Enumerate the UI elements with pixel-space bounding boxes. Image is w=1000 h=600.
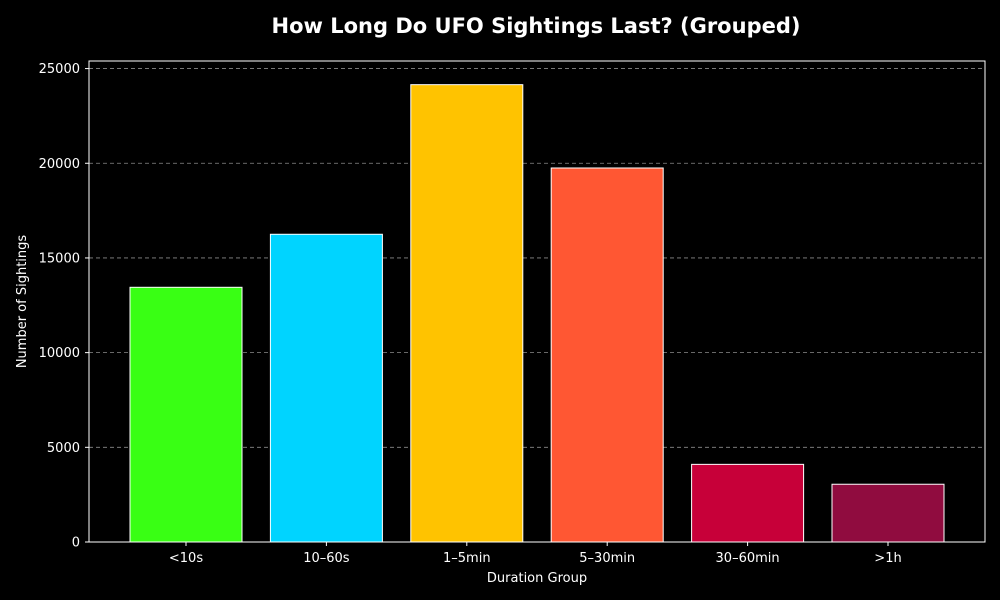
x-tick-label: <10s	[169, 551, 203, 566]
bar-3	[550, 167, 664, 543]
y-tick-label: 20000	[39, 157, 80, 172]
bar-5	[831, 483, 945, 543]
x-tick-label: 5–30min	[579, 551, 635, 566]
x-tick-label: 30–60min	[716, 551, 780, 566]
bar-0	[129, 286, 243, 543]
plot-frame	[88, 60, 986, 543]
y-tick-label: 5000	[47, 441, 80, 456]
y-tick-label: 25000	[39, 62, 80, 77]
y-tick-label: 10000	[39, 346, 80, 361]
y-tick-label: 0	[72, 536, 80, 551]
x-tick-label: >1h	[874, 551, 901, 566]
bar-2	[410, 84, 524, 543]
y-tick-label: 15000	[39, 251, 80, 266]
bar-1	[269, 233, 383, 543]
x-axis-label: Duration Group	[487, 571, 587, 586]
x-tick-label: 10–60s	[303, 551, 350, 566]
y-axis-label: Number of Sightings	[15, 235, 30, 369]
bar-4	[691, 463, 805, 543]
y-axis-ticks: 0 5000 10000 15000 20000 25000	[39, 62, 89, 551]
bars	[129, 84, 945, 543]
chart-title: How Long Do UFO Sightings Last? (Grouped…	[272, 14, 801, 38]
x-tick-label: 1–5min	[443, 551, 491, 566]
x-axis-ticks: <10s 10–60s 1–5min 5–30min 30–60min >1h	[169, 542, 902, 566]
